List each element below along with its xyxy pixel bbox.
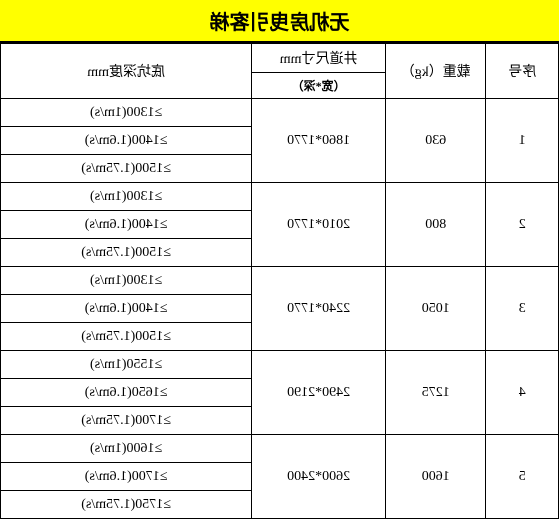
- pit-cell: ≥1400(1.6m/s): [1, 295, 252, 323]
- shaft-cell: 2600*2400: [252, 435, 386, 519]
- shaft-cell: 2010*1770: [252, 183, 386, 267]
- header-shaft-sub: （宽*深）: [252, 73, 386, 99]
- pit-cell: ≥1700(1.75m/s): [1, 407, 252, 435]
- header-load: 载重（kg）: [386, 44, 486, 99]
- pit-cell: ≥1400(1.6m/s): [1, 211, 252, 239]
- serial-cell: 4: [486, 351, 559, 435]
- serial-cell: 2: [486, 183, 559, 267]
- header-shaft: 井道尺寸mm: [252, 44, 386, 73]
- load-cell: 1600: [386, 435, 486, 519]
- elevator-spec-table: 序号 载重（kg） 井道尺寸mm 底坑深度mm （宽*深） 16301860*1…: [0, 43, 559, 519]
- serial-cell: 5: [486, 435, 559, 519]
- serial-cell: 1: [486, 99, 559, 183]
- pit-cell: ≥1300(1m/s): [1, 99, 252, 127]
- pit-cell: ≥1300(1m/s): [1, 267, 252, 295]
- pit-cell: ≥1750(1.75m/s): [1, 491, 252, 519]
- pit-cell: ≥1600(1m/s): [1, 435, 252, 463]
- pit-cell: ≥1400(1.6m/s): [1, 127, 252, 155]
- pit-cell: ≥1500(1.75m/s): [1, 239, 252, 267]
- serial-cell: 3: [486, 267, 559, 351]
- pit-cell: ≥1300(1m/s): [1, 183, 252, 211]
- shaft-cell: 1860*1770: [252, 99, 386, 183]
- pit-cell: ≥1500(1.75m/s): [1, 155, 252, 183]
- pit-cell: ≥1650(1.6m/s): [1, 379, 252, 407]
- pit-cell: ≥1500(1.75m/s): [1, 323, 252, 351]
- header-pit: 底坑深度mm: [1, 44, 252, 99]
- pit-cell: ≥1700(1.6m/s): [1, 463, 252, 491]
- load-cell: 1275: [386, 351, 486, 435]
- pit-cell: ≥1550(1m/s): [1, 351, 252, 379]
- load-cell: 630: [386, 99, 486, 183]
- shaft-cell: 2490*2190: [252, 351, 386, 435]
- load-cell: 800: [386, 183, 486, 267]
- table-title: 无机房曳引客梯: [0, 0, 559, 43]
- load-cell: 1050: [386, 267, 486, 351]
- header-serial: 序号: [486, 44, 559, 99]
- shaft-cell: 2240*1770: [252, 267, 386, 351]
